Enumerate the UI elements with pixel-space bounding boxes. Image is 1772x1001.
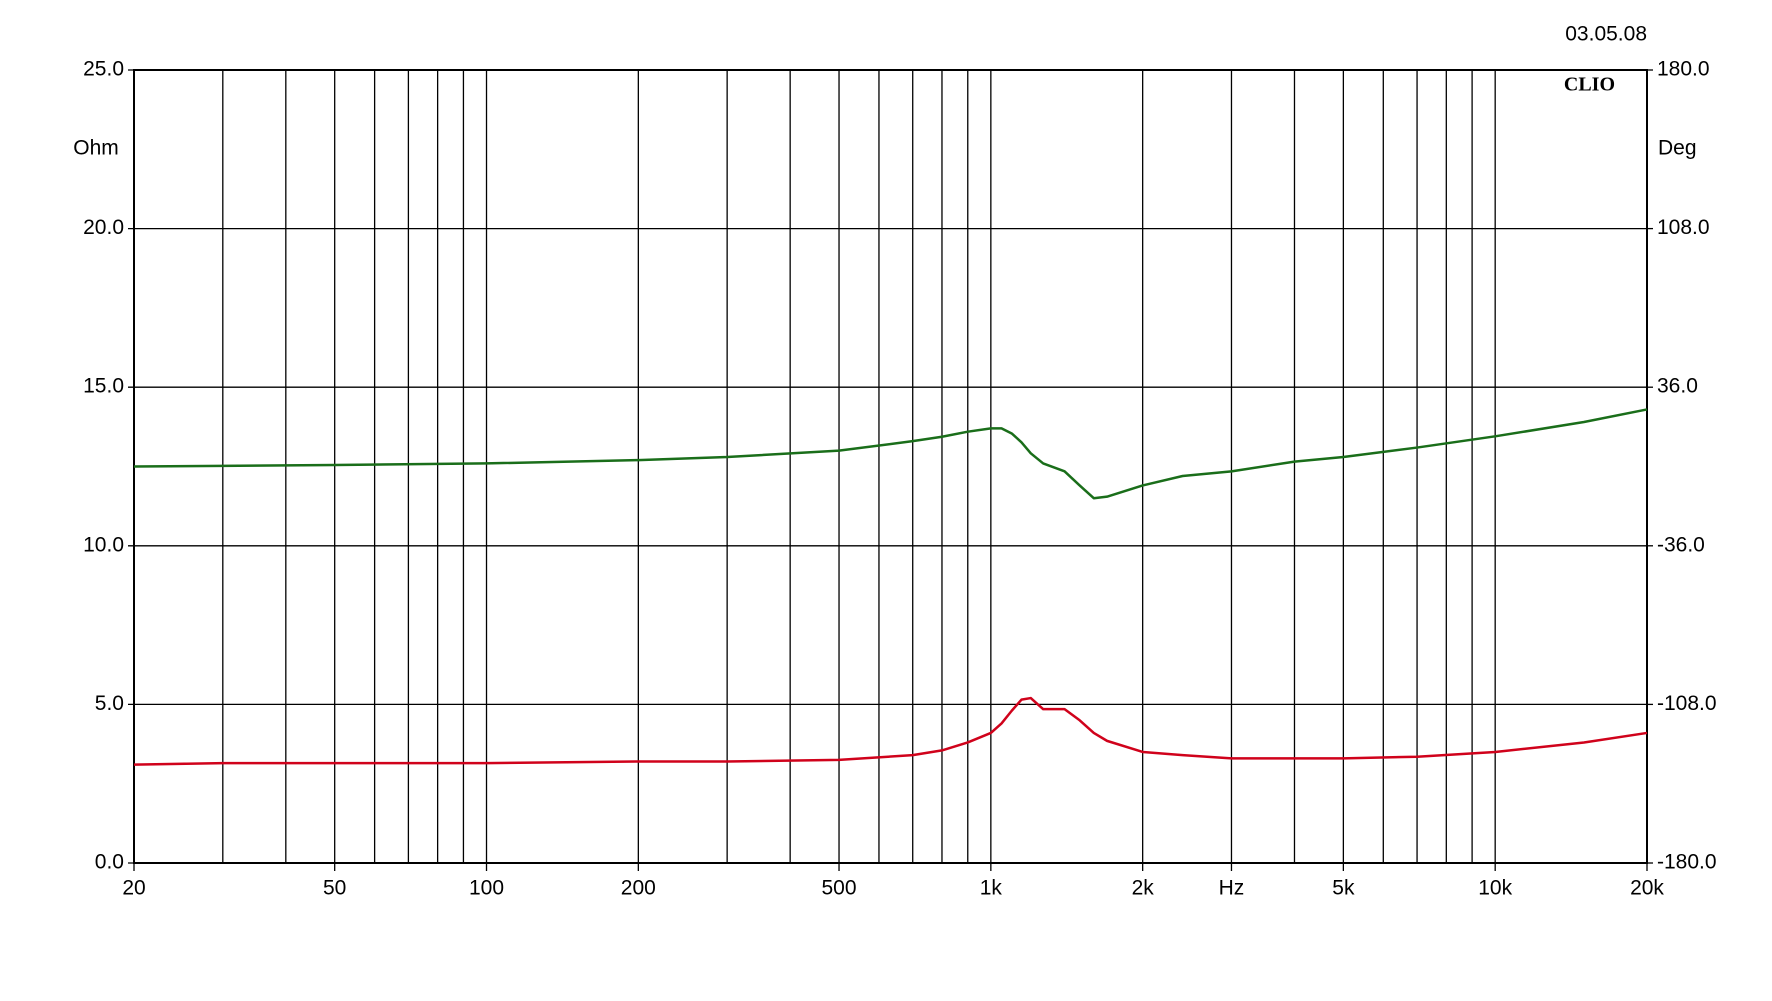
x-tick-label: 20	[122, 877, 145, 900]
x-tick-label: 20k	[1630, 877, 1664, 900]
x-tick-label: 5k	[1332, 877, 1355, 900]
logo: CLIO	[1564, 74, 1615, 96]
y2-tick-label: -36.0	[1657, 533, 1705, 556]
y2-tick-label: 36.0	[1657, 375, 1698, 398]
x-tick-label: 50	[323, 877, 346, 900]
y-tick-label: 10.0	[83, 533, 124, 556]
y-axis-label: Ohm	[73, 137, 119, 160]
series-line	[133, 408, 1648, 500]
y2-tick-label: 108.0	[1657, 216, 1710, 239]
x-tick-label: 500	[822, 877, 857, 900]
x-tick-label: 100	[469, 877, 504, 900]
y2-tick-label: 180.0	[1657, 58, 1710, 81]
y-tick-label: 25.0	[83, 58, 124, 81]
y-tick-label: 5.0	[95, 692, 124, 715]
y-tick-label: 15.0	[83, 375, 124, 398]
y-tick-label: 0.0	[95, 851, 124, 874]
plot-frame	[133, 69, 1648, 864]
x-tick-label: 200	[621, 877, 656, 900]
x-tick-label: 2k	[1132, 877, 1155, 900]
x-tick-label: Hz	[1219, 877, 1245, 900]
series-line	[133, 696, 1648, 766]
y2-axis-label: Deg	[1658, 137, 1697, 160]
x-tick-label: 1k	[980, 877, 1003, 900]
x-tick-label: 10k	[1478, 877, 1512, 900]
y2-tick-label: -180.0	[1657, 851, 1717, 874]
date: 03.05.08	[1565, 23, 1647, 46]
y-tick-label: 20.0	[83, 216, 124, 239]
y2-tick-label: -108.0	[1657, 692, 1717, 715]
